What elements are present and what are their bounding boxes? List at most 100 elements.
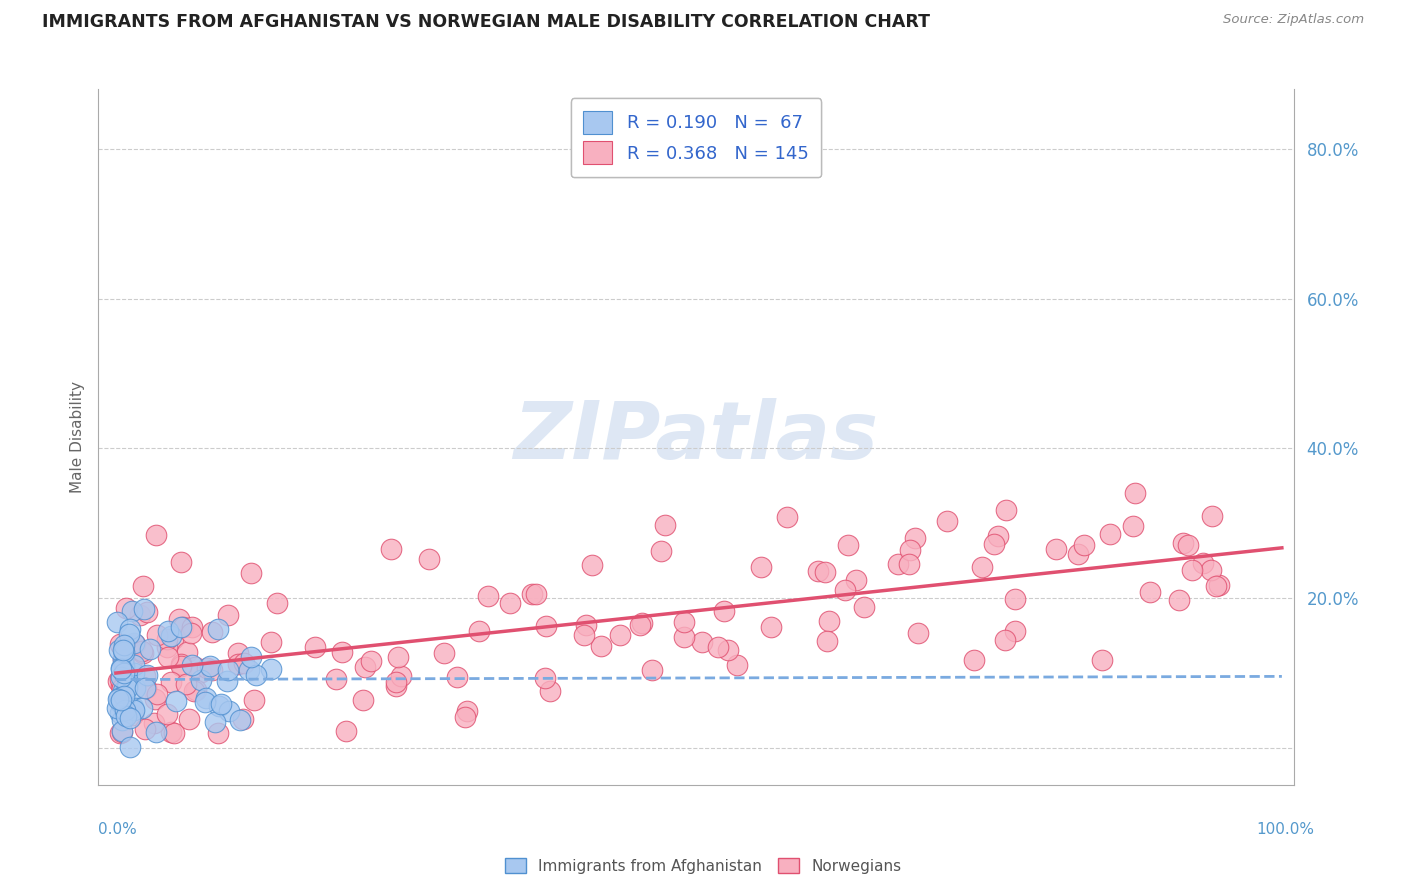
- Point: [136, 605, 159, 619]
- Legend: R = 0.190   N =  67, R = 0.368   N = 145: R = 0.190 N = 67, R = 0.368 N = 145: [571, 98, 821, 178]
- Point: [817, 614, 839, 628]
- Point: [245, 668, 267, 682]
- Point: [197, 660, 219, 674]
- Text: Source: ZipAtlas.com: Source: ZipAtlas.com: [1223, 13, 1364, 27]
- Point: [446, 670, 468, 684]
- Point: [1073, 538, 1095, 552]
- Point: [207, 622, 229, 636]
- Point: [218, 704, 240, 718]
- Point: [1122, 519, 1144, 533]
- Point: [121, 653, 143, 667]
- Point: [970, 559, 993, 574]
- Point: [1045, 541, 1067, 556]
- Point: [325, 672, 347, 686]
- Point: [631, 616, 654, 631]
- Point: [165, 694, 187, 708]
- Point: [672, 630, 695, 644]
- Point: [195, 690, 218, 705]
- Point: [105, 701, 128, 715]
- Point: [759, 620, 782, 634]
- Point: [183, 660, 205, 674]
- Point: [136, 668, 159, 682]
- Point: [112, 690, 135, 704]
- Point: [204, 714, 226, 729]
- Point: [118, 739, 141, 754]
- Point: [354, 660, 377, 674]
- Point: [208, 698, 231, 713]
- Point: [229, 713, 252, 727]
- Point: [304, 640, 326, 654]
- Point: [162, 632, 184, 647]
- Point: [433, 646, 456, 660]
- Point: [650, 543, 672, 558]
- Point: [108, 725, 131, 739]
- Point: [330, 645, 353, 659]
- Point: [260, 635, 283, 649]
- Point: [122, 703, 145, 717]
- Point: [190, 665, 212, 679]
- Point: [160, 675, 183, 690]
- Point: [115, 601, 138, 615]
- Point: [813, 565, 835, 579]
- Point: [1004, 591, 1026, 606]
- Point: [534, 619, 557, 633]
- Point: [1177, 538, 1199, 552]
- Point: [898, 543, 921, 558]
- Point: [239, 566, 262, 580]
- Point: [132, 646, 155, 660]
- Point: [534, 671, 557, 685]
- Point: [170, 657, 193, 671]
- Point: [157, 624, 180, 638]
- Point: [725, 657, 748, 672]
- Point: [145, 528, 167, 542]
- Point: [207, 725, 229, 739]
- Point: [983, 537, 1005, 551]
- Point: [962, 653, 984, 667]
- Point: [233, 656, 256, 670]
- Point: [108, 673, 131, 687]
- Point: [360, 654, 382, 668]
- Point: [209, 697, 232, 711]
- Point: [387, 650, 409, 665]
- Point: [107, 692, 129, 706]
- Point: [456, 704, 478, 718]
- Point: [538, 683, 561, 698]
- Point: [574, 627, 596, 641]
- Point: [115, 681, 138, 696]
- Point: [170, 555, 193, 569]
- Point: [335, 724, 357, 739]
- Point: [170, 620, 193, 634]
- Point: [845, 573, 868, 587]
- Point: [112, 644, 135, 658]
- Point: [111, 653, 134, 667]
- Point: [115, 678, 138, 692]
- Point: [987, 529, 1010, 543]
- Point: [145, 725, 167, 739]
- Point: [1201, 508, 1223, 523]
- Point: [114, 703, 136, 717]
- Point: [240, 649, 263, 664]
- Point: [131, 701, 153, 715]
- Point: [1004, 624, 1026, 638]
- Point: [111, 724, 134, 739]
- Point: [172, 620, 194, 634]
- Point: [121, 604, 143, 618]
- Point: [1173, 536, 1195, 550]
- Point: [717, 643, 740, 657]
- Point: [105, 615, 128, 629]
- Legend: Immigrants from Afghanistan, Norwegians: Immigrants from Afghanistan, Norwegians: [499, 852, 907, 880]
- Point: [108, 706, 131, 720]
- Point: [1191, 556, 1213, 570]
- Point: [110, 661, 132, 675]
- Point: [217, 608, 239, 623]
- Point: [260, 662, 283, 676]
- Point: [1181, 563, 1204, 577]
- Point: [266, 596, 288, 610]
- Point: [112, 651, 135, 665]
- Point: [111, 724, 134, 739]
- Point: [115, 671, 138, 685]
- Point: [131, 644, 153, 658]
- Point: [186, 682, 208, 697]
- Point: [232, 712, 254, 726]
- Point: [609, 627, 631, 641]
